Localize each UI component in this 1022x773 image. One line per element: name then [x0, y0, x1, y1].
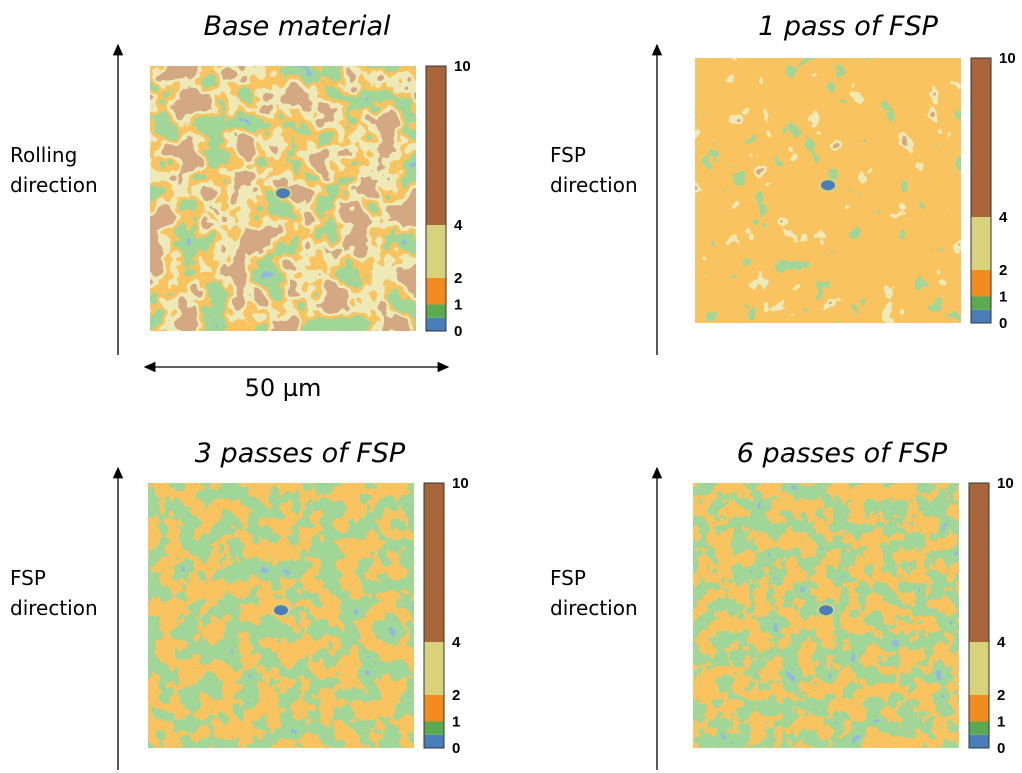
colorbar-tick-label: 10: [452, 475, 469, 492]
colorbar-band: [424, 642, 444, 695]
panel-title: 1 pass of FSP: [758, 11, 938, 42]
colorbar-tick-label: 4: [997, 634, 1006, 651]
colorbar-band: [426, 278, 446, 305]
colorbar-band: [424, 695, 444, 722]
colorbar-tick-label: 10: [454, 58, 471, 75]
colorbar-band: [971, 270, 991, 297]
direction-label: direction: [550, 596, 638, 620]
colorbar-band: [971, 217, 991, 270]
colorbar-band: [426, 304, 446, 318]
colorbar-band: [424, 721, 444, 735]
direction-label: Rolling: [10, 143, 77, 167]
colorbar-tick-label: 4: [454, 217, 463, 234]
colorbar-tick-label: 2: [999, 262, 1007, 279]
map-feature: [819, 178, 837, 193]
panel-title: Base material: [203, 11, 391, 42]
colorbar-band: [969, 483, 989, 642]
colorbar-band: [424, 483, 444, 642]
colorbar-tick-label: 1: [454, 297, 462, 314]
direction-label: direction: [10, 596, 98, 620]
panel: 3 passes of FSP FSP direction 0 1 2 4 10: [10, 438, 469, 770]
panel-title: 3 passes of FSP: [195, 438, 406, 469]
direction-label: FSP: [10, 566, 46, 590]
panel-title: 6 passes of FSP: [737, 438, 948, 469]
panel: Base material Rolling direction 0 1 2 4 10 50 µm: [10, 11, 471, 402]
colorbar-frame: [970, 57, 992, 324]
colorbar-band: [971, 309, 991, 323]
map-feature: [817, 603, 835, 618]
colorbar-band: [971, 58, 991, 217]
colorbar-band: [971, 296, 991, 310]
colorbar-frame: [425, 65, 447, 332]
panel: 6 passes of FSP FSP direction 0 1 2 4 10: [550, 438, 1014, 770]
colorbar-band: [426, 66, 446, 225]
colorbar-tick-label: 2: [997, 687, 1005, 704]
colorbar-tick-label: 1: [999, 289, 1007, 306]
colorbar-band: [969, 642, 989, 695]
colorbar-band: [424, 734, 444, 748]
direction-label: direction: [10, 173, 98, 197]
colorbar-tick-label: 0: [452, 740, 460, 757]
map-feature: [272, 603, 290, 618]
colorbar-band: [969, 721, 989, 735]
colorbar-tick-label: 4: [452, 634, 461, 651]
map-feature: [274, 186, 292, 201]
colorbar-tick-label: 2: [452, 687, 460, 704]
colorbar-tick-label: 10: [999, 50, 1016, 67]
colorbar-tick-label: 0: [454, 323, 462, 340]
colorbar-frame: [423, 482, 445, 749]
colorbar-tick-label: 2: [454, 270, 462, 287]
colorbar-frame: [968, 482, 990, 749]
colorbar-tick-label: 10: [997, 475, 1014, 492]
direction-label: FSP: [550, 566, 586, 590]
colorbar-tick-label: 1: [452, 714, 460, 731]
direction-label: FSP: [550, 143, 586, 167]
colorbar-band: [426, 225, 446, 278]
colorbar-band: [969, 695, 989, 722]
panel: 1 pass of FSP FSP direction 0 1 2 4 10: [550, 11, 1016, 355]
colorbar-tick-label: 0: [997, 740, 1005, 757]
scale-label: 50 µm: [245, 374, 322, 402]
colorbar-band: [969, 734, 989, 748]
colorbar-tick-label: 1: [997, 714, 1005, 731]
colorbar-tick-label: 4: [999, 209, 1008, 226]
colorbar-tick-label: 0: [999, 315, 1007, 332]
direction-label: direction: [550, 173, 638, 197]
colorbar-band: [426, 317, 446, 331]
